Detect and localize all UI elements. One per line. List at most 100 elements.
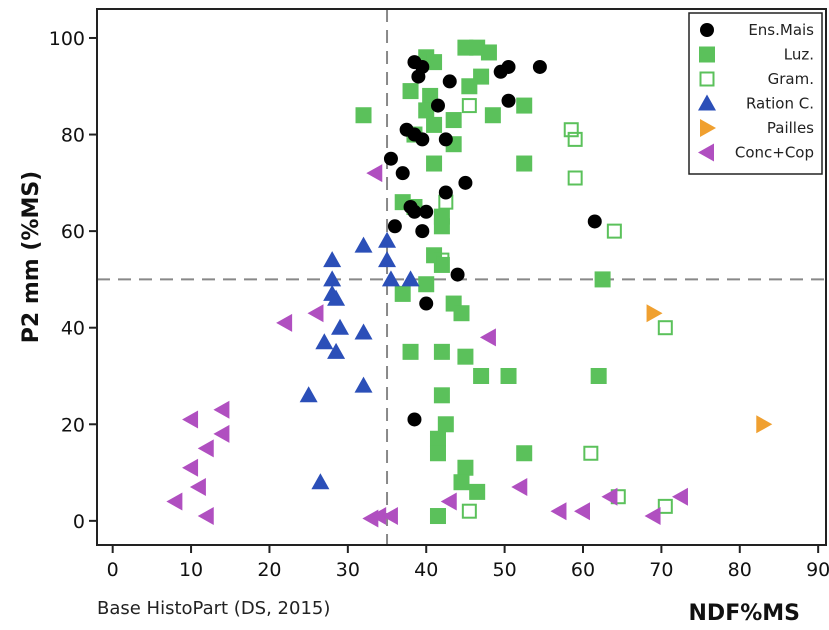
point-ens-mais-16 <box>438 185 453 200</box>
point-conc-cop-21 <box>381 507 398 526</box>
legend: Ens.Mais Luz. Gram. Ration C. Pailles Conc+Co… <box>688 12 823 175</box>
legend-marker-ens-mais <box>700 23 714 37</box>
point-ration-c-6 <box>323 270 342 287</box>
point-ens-mais-24 <box>419 296 434 311</box>
point-conc-cop-20 <box>370 507 387 526</box>
point-ens-mais-7 <box>430 98 445 113</box>
point-luz-33 <box>473 367 490 384</box>
point-ration-c-4 <box>381 270 400 287</box>
point-luz-6 <box>461 78 478 95</box>
y-tick-label-20: 20 <box>61 414 85 436</box>
point-gram-10 <box>657 498 673 514</box>
legend-label-ration-c: Ration C. <box>746 95 814 113</box>
point-conc-cop-11 <box>197 507 214 526</box>
point-luz-12 <box>426 116 443 133</box>
point-luz-42 <box>453 474 470 491</box>
point-luz-39 <box>429 445 446 462</box>
point-ens-mais-23 <box>450 267 465 282</box>
point-ens-mais-20 <box>587 214 602 229</box>
point-luz-32 <box>457 348 474 365</box>
point-gram-8 <box>583 445 599 461</box>
point-luz-22 <box>433 218 450 235</box>
point-luz-18 <box>516 155 533 172</box>
point-ens-mais-5 <box>501 59 516 74</box>
point-ens-mais-18 <box>407 204 422 219</box>
point-ens-mais-8 <box>501 93 516 108</box>
point-ration-c-2 <box>323 251 342 268</box>
legend-label-gram: Gram. <box>768 70 814 88</box>
point-conc-cop-7 <box>197 439 214 458</box>
legend-marker-conc-cop <box>698 143 714 162</box>
x-axis-title: NDF%MS <box>689 601 800 626</box>
legend-label-luz: Luz. <box>784 46 814 64</box>
point-ens-mais-6 <box>532 59 547 74</box>
point-gram-0 <box>461 98 477 114</box>
point-luz-43 <box>469 483 486 500</box>
point-luz-37 <box>437 416 454 433</box>
x-tick-label-80: 80 <box>728 559 752 581</box>
point-luz-38 <box>429 430 446 447</box>
point-luz-27 <box>394 285 411 302</box>
point-luz-17 <box>426 155 443 172</box>
point-gram-6 <box>606 223 622 239</box>
point-luz-26 <box>418 276 435 293</box>
point-ens-mais-13 <box>383 151 398 166</box>
legend-label-pailles: Pailles <box>767 119 814 137</box>
point-conc-cop-14 <box>550 502 567 521</box>
point-conc-cop-1 <box>307 304 324 323</box>
x-tick-label-50: 50 <box>493 559 517 581</box>
point-conc-cop-18 <box>671 487 688 506</box>
axes: 0 10 20 30 40 50 60 70 80 90 0 20 40 60 80 100 <box>49 8 829 581</box>
point-luz-25 <box>594 271 611 288</box>
point-ens-mais-22 <box>415 224 430 239</box>
point-luz-30 <box>402 343 419 360</box>
axis-labels: NDF%MS P2 mm (%MS) Base HistoPart (DS, 201… <box>19 171 800 626</box>
legend-label-ens-mais: Ens.Mais <box>748 21 814 39</box>
point-luz-24 <box>433 256 450 273</box>
point-conc-cop-15 <box>574 502 590 521</box>
point-conc-cop-6 <box>213 424 230 443</box>
point-luz-7 <box>402 83 419 100</box>
point-luz-9 <box>418 102 435 119</box>
point-conc-cop-3 <box>479 328 496 347</box>
point-gram-3 <box>567 170 583 186</box>
point-conc-cop-17 <box>644 507 661 526</box>
legend-label-conc-cop: Conc+Cop <box>735 144 814 162</box>
point-conc-cop-0 <box>366 164 383 183</box>
legend-marker-ration-c <box>698 94 716 111</box>
legend-marker-luz <box>699 46 715 63</box>
point-luz-14 <box>484 107 501 124</box>
y-tick-label-80: 80 <box>61 125 85 147</box>
point-luz-35 <box>590 367 607 384</box>
point-ens-mais-12 <box>438 132 453 147</box>
point-ration-c-5 <box>401 270 420 287</box>
point-ens-mais-2 <box>411 69 426 84</box>
point-ens-mais-15 <box>458 175 473 190</box>
x-tick-label-20: 20 <box>257 559 281 581</box>
data-points <box>166 39 773 528</box>
point-ration-c-10 <box>354 323 373 340</box>
point-ens-mais-3 <box>442 74 457 89</box>
point-conc-cop-4 <box>213 400 230 419</box>
point-conc-cop-10 <box>166 492 183 511</box>
point-ration-c-15 <box>311 473 330 490</box>
y-tick-label-100: 100 <box>49 28 85 50</box>
y-tick-label-60: 60 <box>61 221 85 243</box>
point-conc-cop-16 <box>601 487 618 506</box>
point-luz-41 <box>457 459 474 476</box>
point-conc-cop-13 <box>440 492 457 511</box>
point-ens-mais-19 <box>419 204 434 219</box>
point-pailles-0 <box>646 304 663 323</box>
point-ration-c-12 <box>327 342 346 359</box>
point-pailles-1 <box>756 415 773 434</box>
y-tick-label-40: 40 <box>61 318 85 340</box>
x-tick-label-60: 60 <box>571 559 595 581</box>
point-luz-4 <box>426 54 443 71</box>
point-conc-cop-8 <box>182 458 199 477</box>
point-luz-2 <box>480 44 497 61</box>
point-luz-13 <box>445 112 462 129</box>
point-ration-c-14 <box>299 386 318 403</box>
point-luz-44 <box>429 508 446 525</box>
